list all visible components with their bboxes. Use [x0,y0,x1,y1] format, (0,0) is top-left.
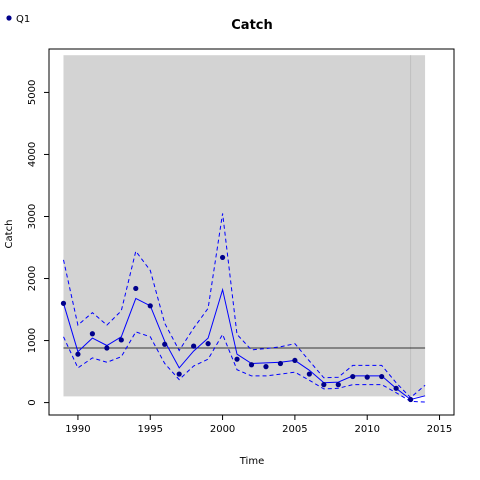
data-point [350,373,356,380]
upper-bound-line [63,213,426,399]
plot-frame [48,48,455,416]
data-point [364,374,370,380]
data-point [89,331,95,337]
legend-label-q1: Q1 [16,14,30,25]
x-axis-title: Time [239,456,264,467]
x-tick-label: 2015 [427,424,452,435]
y-tick-label: 0 [27,399,38,405]
y-axis-title: Catch [4,220,15,249]
plot-area [60,55,426,403]
y-tick-label: 3000 [27,204,38,229]
data-point [306,371,312,377]
data-point [248,362,255,368]
data-point [321,382,327,388]
data-point [335,382,341,388]
chart-title: Catch [231,18,273,33]
data-point [104,345,110,351]
data-point [393,385,399,391]
data-point [133,285,139,292]
data-point [234,356,240,362]
y-tick-label: 2000 [27,266,38,291]
data-point [205,341,211,347]
lower-bound-line [63,331,426,403]
y-tick-label: 5000 [27,80,38,105]
data-point [292,357,298,364]
legend: Q1 [6,14,30,25]
data-point [379,373,385,380]
data-point [162,341,168,347]
x-tick-label: 2010 [354,424,379,435]
data-point [263,364,269,370]
x-tick-label: 1995 [138,424,163,435]
data-point [408,396,414,403]
y-tick-label: 4000 [27,142,38,167]
data-point [75,351,81,357]
data-point [176,371,182,377]
data-point [118,337,124,343]
data-point [219,254,226,261]
data-point [147,303,153,309]
data-point [191,343,197,349]
x-tick-label: 2005 [282,424,307,435]
x-tick-label: 1990 [65,424,90,435]
legend-marker-q1 [6,15,12,21]
shaded-region [63,55,426,397]
axes: 1990 1995 2000 2005 2010 2015 0 1000 2000 3000 400… [27,80,452,435]
y-tick-label: 1000 [27,328,38,353]
data-point [60,300,67,306]
fit-line [63,287,426,401]
x-tick-label: 2000 [210,424,235,435]
data-point [277,360,284,367]
